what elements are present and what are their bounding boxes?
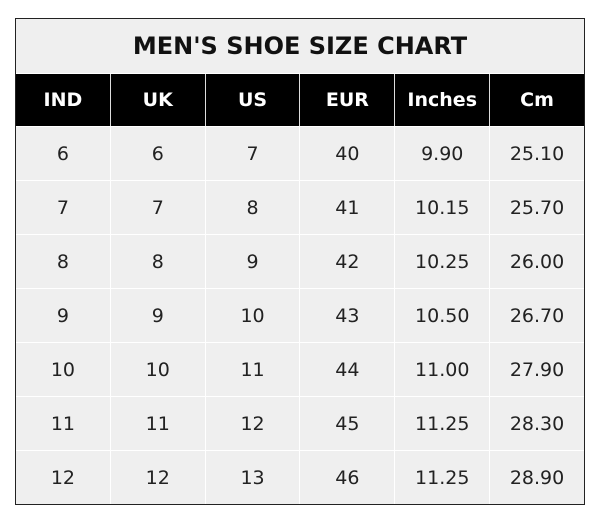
table-cell: 9 bbox=[204, 235, 300, 288]
table-cell: 28.90 bbox=[489, 451, 584, 504]
table-row: 7 7 8 41 10.15 25.70 bbox=[16, 180, 584, 234]
table-cell: 46 bbox=[299, 451, 394, 504]
table-cell: 10.25 bbox=[394, 235, 489, 288]
table-cell: 28.30 bbox=[489, 397, 584, 450]
table-row: 11 11 12 45 11.25 28.30 bbox=[16, 396, 584, 450]
column-header-ind: IND bbox=[43, 89, 83, 111]
table-cell: 11.25 bbox=[394, 451, 489, 504]
table-cell: 41 bbox=[299, 181, 394, 234]
table-cell: 25.10 bbox=[489, 127, 584, 180]
table-cell: 10 bbox=[204, 289, 300, 342]
table-body: 6 6 7 40 9.90 25.10 7 7 8 41 10.15 25.70 8 8 9 42 10.25 2… bbox=[16, 126, 584, 504]
table-cell: 9 bbox=[56, 304, 69, 327]
table-cell: 11.25 bbox=[394, 397, 489, 450]
table-cell: 7 bbox=[56, 196, 69, 219]
table-cell: 42 bbox=[299, 235, 394, 288]
table-title: MEN'S SHOE SIZE CHART bbox=[16, 19, 584, 74]
table-cell: 43 bbox=[299, 289, 394, 342]
table-cell: 11 bbox=[204, 343, 300, 396]
table-cell: 6 bbox=[109, 127, 205, 180]
table-cell: 40 bbox=[299, 127, 394, 180]
table-cell: 9 bbox=[109, 289, 205, 342]
table-cell: 13 bbox=[204, 451, 300, 504]
table-cell: 26.70 bbox=[489, 289, 584, 342]
table-cell: 11.00 bbox=[394, 343, 489, 396]
table-row: 10 10 11 44 11.00 27.90 bbox=[16, 342, 584, 396]
table-cell: 7 bbox=[204, 127, 300, 180]
table-cell: 12 bbox=[204, 397, 300, 450]
table-cell: 12 bbox=[109, 451, 205, 504]
table-cell: 26.00 bbox=[489, 235, 584, 288]
table-cell: 27.90 bbox=[489, 343, 584, 396]
table-row: 8 8 9 42 10.25 26.00 bbox=[16, 234, 584, 288]
table-cell: 45 bbox=[299, 397, 394, 450]
table-cell: 10 bbox=[50, 358, 75, 381]
table-cell: 8 bbox=[204, 181, 300, 234]
table-row: 12 12 13 46 11.25 28.90 bbox=[16, 450, 584, 504]
table-cell: 25.70 bbox=[489, 181, 584, 234]
table-cell: 7 bbox=[109, 181, 205, 234]
table-cell: 12 bbox=[50, 466, 75, 489]
column-header-inches: Inches bbox=[394, 74, 489, 126]
size-chart-table: MEN'S SHOE SIZE CHART IND UK US EUR Inches Cm… bbox=[15, 18, 585, 505]
table-cell: 44 bbox=[299, 343, 394, 396]
column-header-cm: Cm bbox=[489, 74, 584, 126]
table-cell: 9.90 bbox=[394, 127, 489, 180]
column-header-eur: EUR bbox=[299, 74, 394, 126]
table-cell: 11 bbox=[109, 397, 205, 450]
table-cell: 10.50 bbox=[394, 289, 489, 342]
table-row: 9 9 10 43 10.50 26.70 bbox=[16, 288, 584, 342]
table-cell: 8 bbox=[56, 250, 69, 273]
table-cell: 6 bbox=[56, 142, 69, 165]
table-cell: 8 bbox=[109, 235, 205, 288]
table-cell: 10 bbox=[109, 343, 205, 396]
column-header-us: US bbox=[204, 74, 300, 126]
column-header-uk: UK bbox=[109, 74, 205, 126]
table-cell: 10.15 bbox=[394, 181, 489, 234]
table-row: 6 6 7 40 9.90 25.10 bbox=[16, 126, 584, 180]
header-row: IND UK US EUR Inches Cm bbox=[16, 74, 584, 126]
table-cell: 11 bbox=[50, 412, 75, 435]
